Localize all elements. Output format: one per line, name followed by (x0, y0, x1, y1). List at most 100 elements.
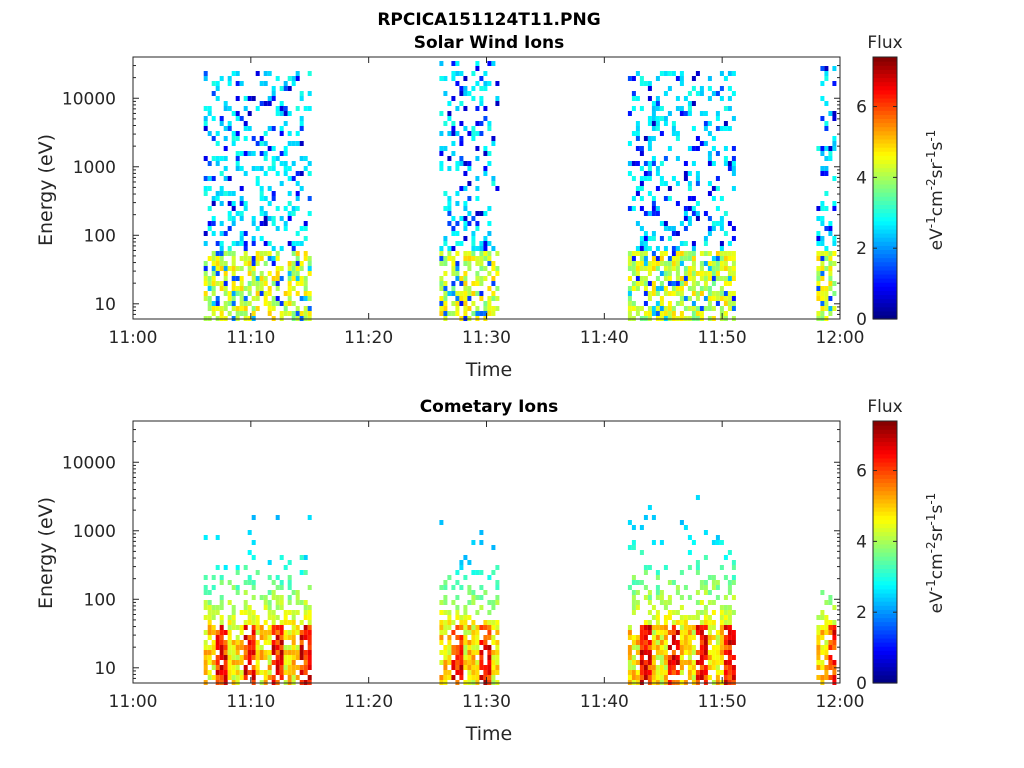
colorbar-segment (873, 539, 897, 545)
flux-cell (271, 91, 276, 96)
flux-cell (467, 221, 472, 226)
flux-cell (479, 86, 484, 91)
flux-cell (487, 256, 492, 261)
flux-cell (703, 650, 708, 655)
flux-cell (267, 166, 272, 171)
x-tick-label: 11:30 (462, 328, 511, 348)
flux-cell (211, 216, 216, 221)
flux-cell (828, 231, 833, 236)
flux-cell (479, 530, 484, 535)
flux-cell (451, 630, 456, 635)
flux-cell (439, 520, 444, 525)
flux-cell (303, 555, 308, 560)
flux-cell (820, 610, 825, 615)
flux-cell (447, 660, 452, 665)
flux-cell (675, 276, 680, 281)
flux-cell (479, 311, 484, 316)
x-tick-label: 11:00 (109, 328, 158, 348)
flux-cell (647, 670, 652, 675)
flux-cell (675, 136, 680, 141)
flux-cell (487, 151, 492, 156)
flux-cell (463, 201, 468, 206)
x-tick-label: 11:50 (698, 328, 747, 348)
flux-cell (723, 156, 728, 161)
colorbar-segment (873, 163, 897, 169)
flux-cell (703, 665, 708, 670)
flux-cell (703, 141, 708, 146)
flux-cell (647, 296, 652, 301)
flux-cell (663, 251, 668, 256)
flux-cell (275, 111, 280, 116)
flux-cell (643, 565, 648, 570)
flux-cell (679, 261, 684, 266)
flux-cell (203, 76, 208, 81)
flux-cell (455, 610, 460, 615)
flux-cell (471, 620, 476, 625)
flux-cell (287, 266, 292, 271)
flux-cell (683, 266, 688, 271)
colorbar-segment (873, 171, 897, 177)
flux-cell (211, 256, 216, 261)
flux-cell (631, 176, 636, 181)
flux-cell (239, 116, 244, 121)
flux-cell (491, 570, 496, 575)
flux-cell (475, 186, 480, 191)
flux-cell (635, 670, 640, 675)
flux-cell (467, 655, 472, 660)
flux-cell (491, 655, 496, 660)
flux-cell (491, 281, 496, 286)
flux-cell (731, 161, 736, 166)
flux-cell (487, 261, 492, 266)
flux-cell (832, 306, 837, 311)
flux-cell (828, 256, 833, 261)
flux-cell (263, 171, 268, 176)
flux-cell (227, 635, 232, 640)
flux-cell (711, 281, 716, 286)
flux-cell (707, 121, 712, 126)
flux-cell (639, 630, 644, 635)
flux-cell (439, 625, 444, 630)
flux-cell (687, 186, 692, 191)
flux-cell (211, 271, 216, 276)
flux-cell (287, 585, 292, 590)
flux-cell (467, 251, 472, 256)
flux-cell (463, 575, 468, 580)
flux-cell (295, 630, 300, 635)
flux-cell (816, 276, 821, 281)
flux-cell (820, 261, 825, 266)
colorbar-segment (873, 183, 897, 189)
flux-cell (287, 86, 292, 91)
colorbar-segment (873, 298, 897, 304)
flux-cell (295, 650, 300, 655)
flux-cell (707, 630, 712, 635)
figure-title: RPCICA151124T11.PNG (377, 10, 600, 30)
flux-cell (483, 306, 488, 311)
flux-cell (828, 286, 833, 291)
flux-cell (463, 256, 468, 261)
flux-cell (223, 565, 228, 570)
flux-cell (459, 635, 464, 640)
flux-cell (463, 286, 468, 291)
flux-cell (651, 236, 656, 241)
flux-cell (447, 655, 452, 660)
flux-cell (295, 106, 300, 111)
flux-cell (711, 635, 716, 640)
flux-cell (671, 635, 676, 640)
flux-cell (820, 590, 825, 595)
flux-cell (207, 256, 212, 261)
flux-cell (655, 291, 660, 296)
flux-cell (223, 645, 228, 650)
flux-cell (723, 615, 728, 620)
flux-cell (655, 186, 660, 191)
flux-cell (707, 131, 712, 136)
flux-cell (439, 600, 444, 605)
flux-cell (447, 156, 452, 161)
flux-cell (651, 231, 656, 236)
flux-cell (683, 585, 688, 590)
flux-cell (211, 640, 216, 645)
flux-cell (439, 166, 444, 171)
flux-cell (667, 655, 672, 660)
flux-cell (647, 600, 652, 605)
x-tick-label: 11:00 (109, 692, 158, 712)
flux-cell (495, 81, 500, 86)
